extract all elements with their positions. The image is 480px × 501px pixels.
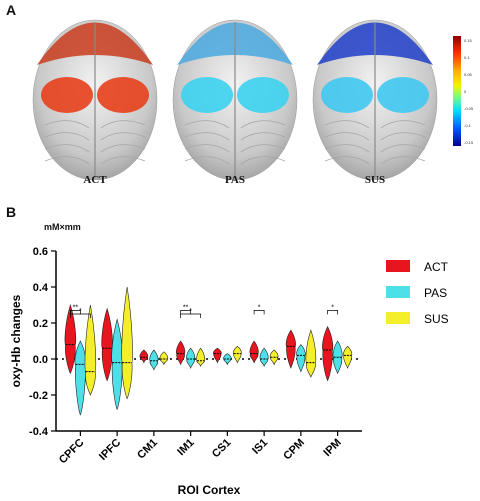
- x-tick-label: CS1: [210, 437, 234, 461]
- legend-label-pas: PAS: [424, 286, 447, 300]
- panel-b-label: B: [6, 204, 17, 220]
- y-tick-label: -0.2: [29, 390, 48, 402]
- colorbar: [453, 36, 461, 146]
- x-tick-label: IPFC: [97, 437, 123, 463]
- y-tick-label: -0.4: [29, 426, 49, 438]
- violin-sus-cpm: [305, 329, 317, 378]
- colorbar-tick: -0.1: [464, 123, 472, 128]
- brain-label-act: ACT: [83, 174, 107, 186]
- violin-sus-cm1: [159, 351, 169, 366]
- brain-label-pas: PAS: [225, 174, 245, 186]
- significance-bracket: [70, 310, 81, 315]
- violin-sus-cs1: [232, 346, 242, 364]
- significance-bracket: [70, 313, 91, 318]
- violin-pas-is1: [259, 347, 269, 368]
- y-tick-label: 0.6: [33, 246, 48, 258]
- legend-label-act: ACT: [424, 260, 449, 274]
- legend-label-sus: SUS: [424, 312, 449, 326]
- violin-act-ipfc: [101, 307, 113, 382]
- significance-bracket: [180, 313, 201, 318]
- brain-figures: 0.15 0.1 0.05 0 -0.05 -0.1 -0.15: [32, 19, 474, 180]
- y-tick-label: 0.0: [33, 354, 48, 366]
- violin-act-cs1: [213, 347, 222, 364]
- y-axis-label: oxy-Hb changes: [9, 294, 23, 387]
- violin-act-cpm: [285, 329, 296, 369]
- brain-label-sus: SUS: [364, 174, 386, 186]
- significance-label: *: [79, 308, 82, 315]
- x-axis-label: ROI Cortex: [178, 483, 241, 497]
- significance-bracket: [253, 310, 265, 315]
- violin-sus-im1: [196, 347, 206, 368]
- panel-a-label: A: [6, 2, 17, 18]
- colorbar-tick: 0.1: [464, 55, 470, 60]
- violin-pas-ipfc: [111, 318, 123, 411]
- significance-label: *: [331, 304, 334, 311]
- colorbar-tick: -0.15: [464, 140, 474, 145]
- brain-sus: [312, 19, 438, 180]
- violin-act-cm1: [139, 349, 149, 364]
- violin-act-ipm: [322, 325, 334, 382]
- y-tick-label: 0.2: [33, 318, 48, 330]
- colorbar-tick: 0: [464, 89, 467, 94]
- significance-label: **: [73, 304, 79, 311]
- violin-sus-ipfc: [121, 286, 133, 400]
- violin-pas-im1: [186, 347, 196, 369]
- violin-act-is1: [249, 340, 259, 364]
- brain-act: [32, 19, 158, 180]
- colorbar-tick: 0.05: [464, 72, 473, 77]
- significance-bracket: [180, 310, 191, 315]
- legend-swatch-pas: [386, 286, 410, 298]
- legend-swatch-act: [386, 260, 410, 272]
- x-tick-label: CM1: [135, 437, 160, 462]
- violin-act-cpfc: [64, 303, 77, 375]
- unit-label: mM×mm: [44, 222, 81, 232]
- brain-pas: [172, 19, 298, 180]
- legend-swatch-sus: [386, 312, 410, 324]
- y-tick-label: 0.4: [33, 282, 49, 294]
- violin-act-im1: [176, 340, 186, 366]
- significance-bracket: [327, 310, 338, 315]
- violin-pas-cpm: [296, 344, 306, 373]
- x-tick-label: IS1: [250, 437, 270, 457]
- violin-sus-cpfc: [84, 304, 97, 396]
- x-tick-label: IM1: [175, 437, 196, 458]
- x-tick-label: CPFC: [57, 437, 87, 467]
- violin-pas-cm1: [149, 349, 159, 371]
- significance-label: *: [189, 308, 192, 315]
- colorbar-tick: 0.15: [464, 38, 473, 43]
- violin-pas-cpfc: [74, 340, 87, 416]
- violin-chart: -0.4 -0.2 0.0 0.2 0.4 0.6 oxy-Hb changes ROI Co…: [9, 246, 449, 497]
- violin-sus-ipm: [343, 345, 353, 369]
- significance-label: *: [258, 304, 261, 311]
- colorbar-tick: -0.05: [464, 106, 474, 111]
- x-tick-label: CPM: [281, 437, 307, 463]
- significance-label: **: [183, 304, 189, 311]
- x-tick-label: IPM: [321, 437, 343, 459]
